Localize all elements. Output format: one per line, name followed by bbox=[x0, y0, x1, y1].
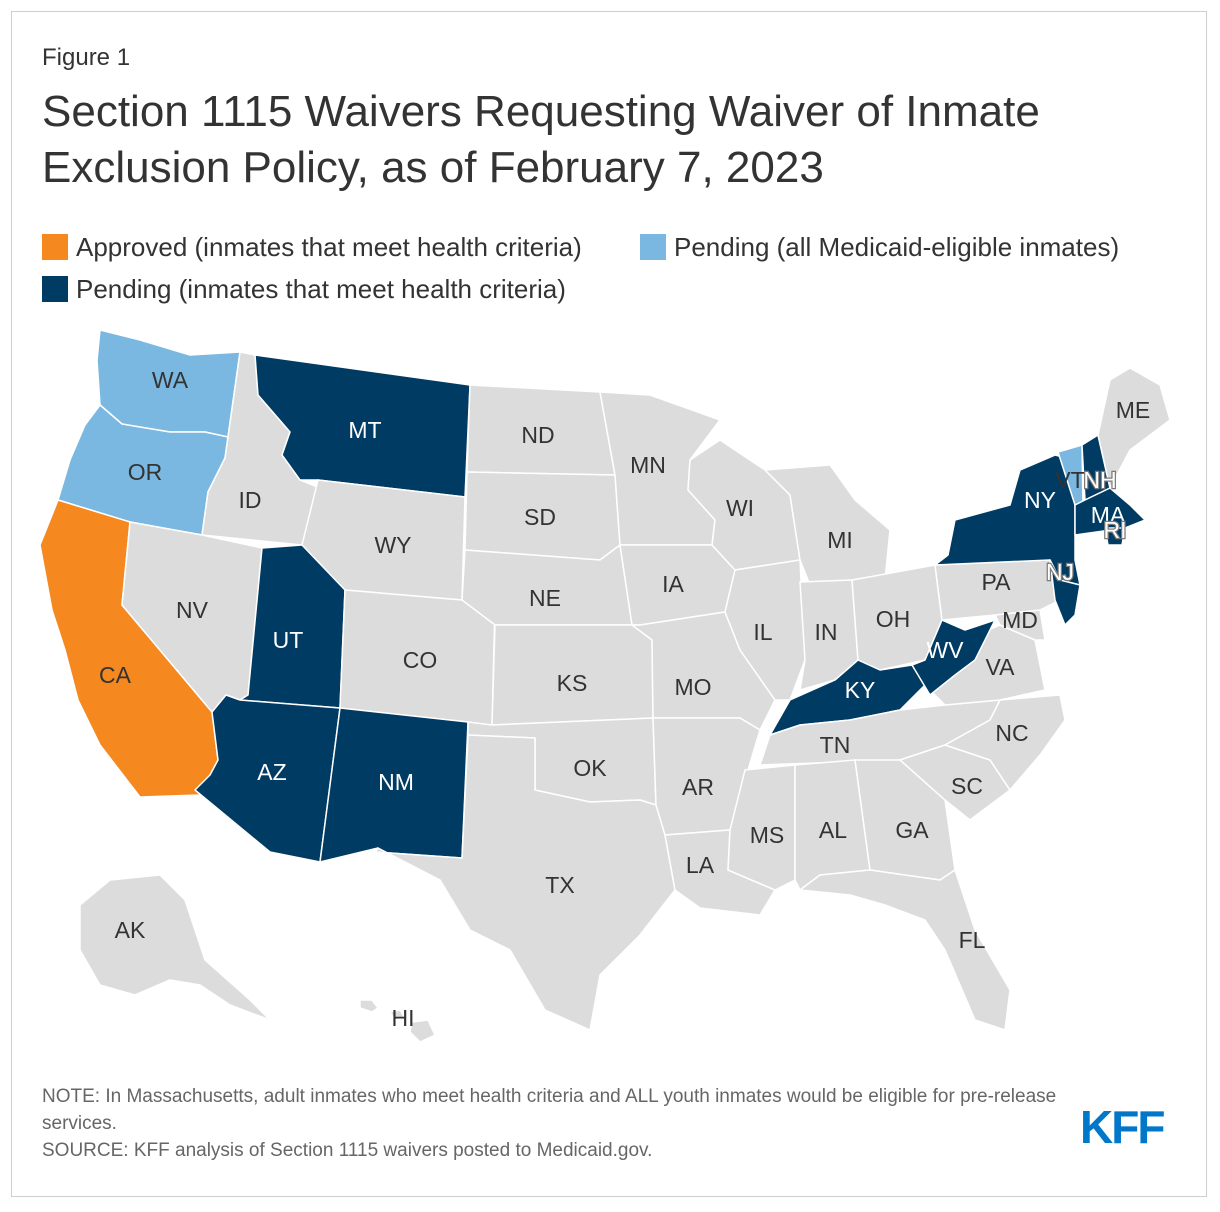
state-label-al: AL bbox=[819, 817, 847, 843]
state-label-il: IL bbox=[753, 619, 772, 645]
figure-frame bbox=[11, 11, 1207, 1197]
state-label-in: IN bbox=[815, 619, 838, 645]
state-label-nh: NH bbox=[1083, 467, 1116, 493]
state-label-nm: NM bbox=[378, 769, 414, 795]
chart-title: Section 1115 Waivers Requesting Waiver o… bbox=[42, 87, 1040, 192]
state-label-la: LA bbox=[686, 852, 715, 878]
state-label-ak: AK bbox=[115, 917, 146, 943]
state-label-pa: PA bbox=[982, 569, 1012, 595]
legend-label-pending-health: Pending (inmates that meet health criter… bbox=[76, 274, 566, 304]
figure-label: Figure 1 bbox=[42, 44, 131, 71]
source-text: SOURCE: KFF analysis of Section 1115 wai… bbox=[42, 1140, 653, 1161]
state-label-mn: MN bbox=[630, 452, 666, 478]
state-label-ga: GA bbox=[895, 817, 929, 843]
state-label-ok: OK bbox=[573, 755, 607, 781]
state-label-ny: NY bbox=[1024, 487, 1056, 513]
state-label-sc: SC bbox=[951, 773, 983, 799]
state-label-nv: NV bbox=[176, 597, 209, 623]
state-hi bbox=[359, 999, 436, 1043]
legend-item-pending-health: Pending (inmates that meet health criter… bbox=[42, 274, 566, 304]
state-label-ia: IA bbox=[662, 571, 684, 597]
state-fl bbox=[799, 869, 1011, 1031]
state-label-va: VA bbox=[986, 654, 1016, 680]
state-tx bbox=[374, 734, 676, 1031]
state-nj bbox=[1049, 559, 1081, 626]
state-mo bbox=[631, 611, 776, 731]
state-label-ut: UT bbox=[273, 627, 304, 653]
state-ak bbox=[79, 874, 271, 1021]
state-label-co: CO bbox=[403, 647, 438, 673]
state-label-tx: TX bbox=[545, 872, 574, 898]
state-label-ma: MA bbox=[1091, 502, 1126, 528]
state-label-ca: CA bbox=[99, 662, 132, 688]
state-label-ar: AR bbox=[682, 774, 714, 800]
legend-item-pending-all: Pending (all Medicaid-eligible inmates) bbox=[640, 232, 1119, 262]
state-label-ky: KY bbox=[845, 677, 876, 703]
state-label-wy: WY bbox=[374, 532, 411, 558]
legend-label-approved: Approved (inmates that meet health crite… bbox=[76, 232, 582, 262]
state-label-nj: NJ bbox=[1046, 559, 1074, 585]
state-label-ne: NE bbox=[529, 585, 561, 611]
state-label-wv: WV bbox=[926, 637, 964, 663]
state-label-hi: HI bbox=[392, 1005, 415, 1031]
state-label-ms: MS bbox=[750, 822, 785, 848]
state-ma bbox=[1074, 487, 1146, 536]
state-label-ri: RI bbox=[1104, 517, 1127, 543]
note-text: NOTE: In Massachusetts, adult inmates wh… bbox=[42, 1086, 1057, 1134]
state-il bbox=[724, 559, 806, 701]
state-label-mo: MO bbox=[674, 674, 711, 700]
state-label-wi: WI bbox=[726, 495, 754, 521]
state-label-or: OR bbox=[128, 459, 163, 485]
state-label-id: ID bbox=[239, 487, 262, 513]
state-label-nd: ND bbox=[521, 422, 554, 448]
state-me bbox=[1097, 367, 1171, 489]
state-wv bbox=[911, 619, 996, 696]
legend-swatch-pending-health bbox=[42, 276, 68, 302]
states-layer bbox=[39, 329, 1171, 1043]
kff-logo: KFF bbox=[1080, 1101, 1165, 1153]
state-label-me: ME bbox=[1116, 397, 1151, 423]
legend-item-approved: Approved (inmates that meet health crite… bbox=[42, 232, 582, 262]
state-ri bbox=[1104, 527, 1126, 546]
state-label-nc: NC bbox=[995, 720, 1028, 746]
state-label-sd: SD bbox=[524, 504, 556, 530]
state-label-tn: TN bbox=[820, 732, 851, 758]
state-label-fl: FL bbox=[959, 927, 986, 953]
legend-label-pending-all: Pending (all Medicaid-eligible inmates) bbox=[674, 232, 1120, 262]
state-label-vt: VT bbox=[1055, 467, 1084, 493]
state-label-md: MD bbox=[1002, 607, 1038, 633]
state-label-wa: WA bbox=[152, 367, 189, 393]
footnote: NOTE: In Massachusetts, adult inmates wh… bbox=[42, 1083, 1082, 1164]
state-label-az: AZ bbox=[257, 759, 286, 785]
state-nc bbox=[944, 694, 1066, 791]
state-label-mt: MT bbox=[348, 417, 381, 443]
legend-swatch-pending-all bbox=[640, 234, 666, 260]
state-label-mi: MI bbox=[827, 527, 853, 553]
legend-swatch-approved bbox=[42, 234, 68, 260]
state-label-ks: KS bbox=[557, 670, 588, 696]
state-label-oh: OH bbox=[876, 606, 911, 632]
labels-layer: WA OR CA ID NV MT WY UT CO AZ NM ND SD NE KS OK TX MN IA MO… bbox=[99, 367, 1150, 1031]
